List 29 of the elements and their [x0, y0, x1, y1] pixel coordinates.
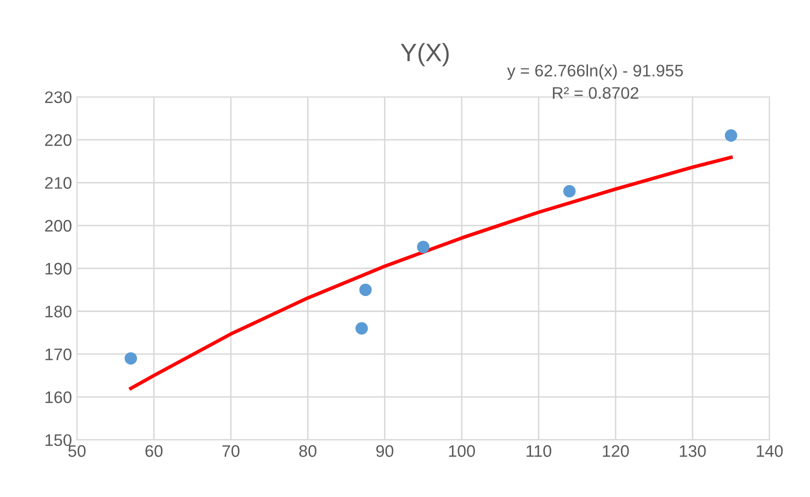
x-tick-label: 90: [376, 445, 394, 457]
y-tick-label: 200: [45, 220, 72, 232]
x-tick-label: 80: [299, 445, 316, 457]
y-tick-label: 210: [45, 177, 72, 189]
point: [563, 185, 576, 198]
point: [724, 129, 738, 142]
x-tick-label: 110: [526, 445, 552, 457]
y-tick-label: 160: [46, 391, 72, 404]
y-tick-label: 170: [46, 348, 72, 360]
y-tick-label: 220: [45, 134, 72, 146]
x-tick-label: 120: [602, 445, 629, 457]
x-tick-label: 60: [145, 445, 163, 457]
x-tick-label: 130: [680, 445, 706, 457]
y-tick-label: 230: [45, 91, 72, 104]
x-tick-label: 100: [449, 445, 475, 457]
chart-title: Y(X): [400, 43, 449, 66]
point: [417, 240, 430, 254]
x-tick-label: 70: [222, 445, 240, 457]
line-series: [129, 156, 733, 390]
annotation: R² = 0.8702: [552, 87, 638, 99]
point: [355, 322, 368, 335]
x-tick-label: 140: [756, 445, 783, 457]
y-tick-label: 150: [46, 434, 72, 446]
text: y = 62.766ln(x) - 91.955: [507, 64, 683, 80]
y-tick-label: 190: [46, 262, 72, 275]
point: [124, 352, 138, 365]
point: [359, 284, 372, 296]
x-tick-label: 50: [68, 445, 86, 457]
y-tick-label: 180: [46, 306, 72, 318]
